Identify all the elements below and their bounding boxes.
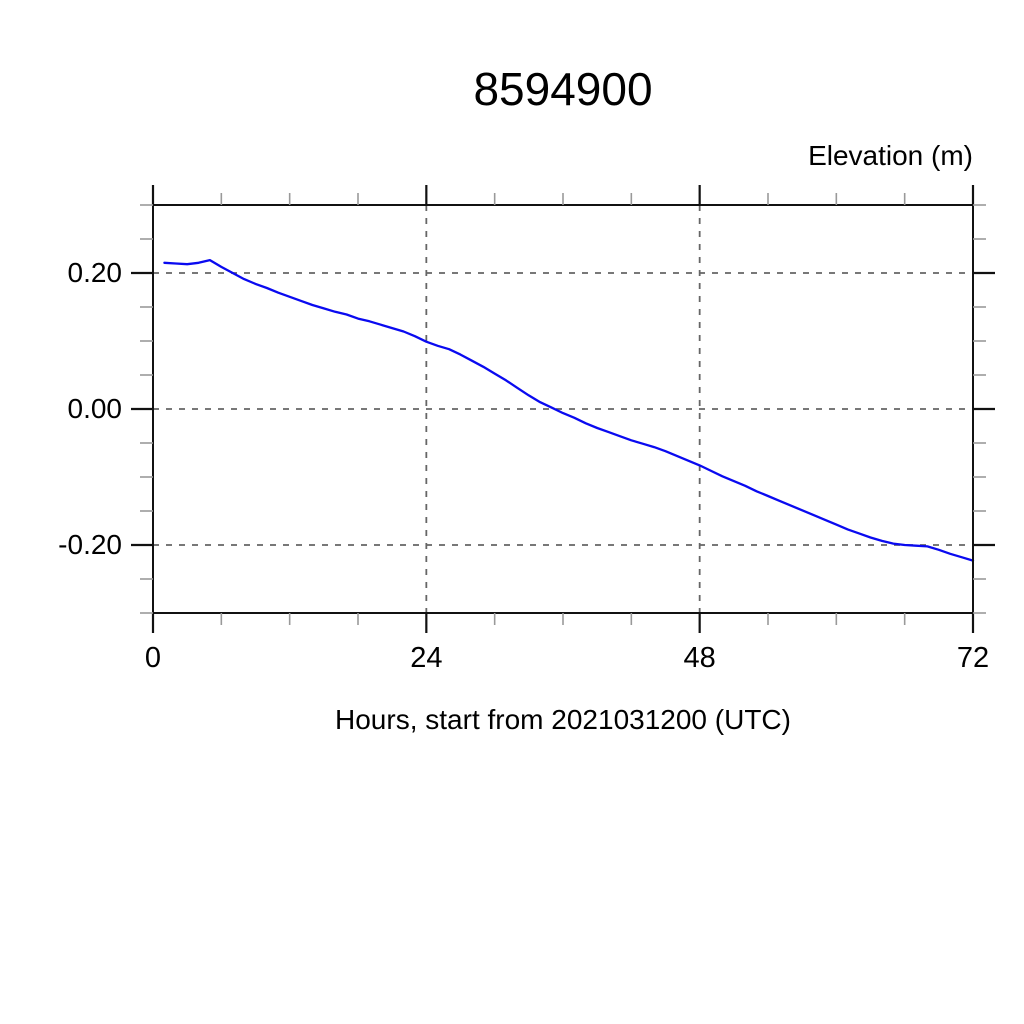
x-tick-label: 0 [144,642,162,674]
y-tick-label: -0.20 [58,529,122,560]
chart-title: 8594900 [473,63,653,115]
x-tick-label: 72 [956,642,990,674]
x-axis-label: Hours, start from 2021031200 (UTC) [335,704,791,735]
y-tick-label: 0.00 [67,393,123,424]
y-tick-label: 0.20 [67,257,123,288]
x-tick-label: 48 [683,642,716,674]
y-axis-label: Elevation (m) [808,140,973,171]
elevation-line [163,258,975,562]
x-tick-label: 24 [410,642,443,674]
